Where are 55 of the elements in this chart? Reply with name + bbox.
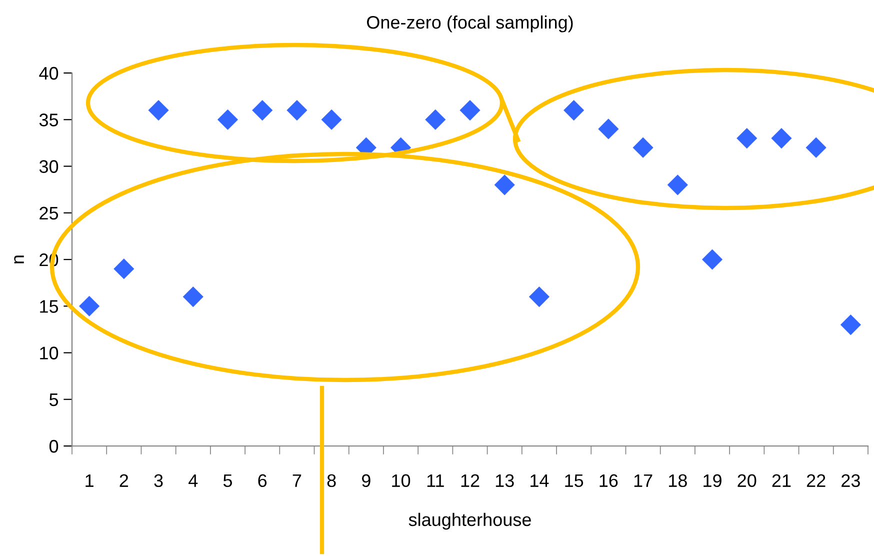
- y-tick-label: 25: [40, 206, 58, 220]
- y-tick-label: 35: [39, 114, 58, 126]
- x-tick-label: 8: [327, 474, 336, 488]
- x-tick-label: 13: [496, 474, 514, 488]
- y-tick-label: 5: [49, 393, 58, 406]
- x-tick-label: 12: [461, 474, 480, 487]
- x-tick-label: 6: [258, 474, 267, 488]
- x-tick-label: 15: [565, 474, 584, 488]
- point: [632, 137, 654, 158]
- x-tick-label: 19: [704, 474, 722, 488]
- point: [460, 100, 480, 121]
- point: [840, 314, 861, 336]
- x-tick-label: 18: [668, 474, 687, 488]
- y-tick-label: 0: [49, 440, 58, 453]
- x-tick-label: 7: [292, 474, 302, 487]
- point: [114, 258, 134, 280]
- x-tick-label: 23: [842, 474, 860, 488]
- x-tick-label: 10: [392, 474, 410, 488]
- x-tick-label: 14: [530, 474, 549, 487]
- x-tick-label: 17: [634, 474, 652, 487]
- y-axis-title: n: [14, 256, 24, 264]
- point: [528, 286, 550, 308]
- y-tick-label: 15: [40, 300, 58, 313]
- chart-title: One-zero (focal sampling): [367, 15, 573, 32]
- point: [286, 100, 308, 121]
- y-tick-label: 30: [39, 160, 58, 173]
- point: [79, 296, 100, 316]
- y-tick-label: 40: [39, 66, 58, 80]
- point: [771, 128, 792, 149]
- x-tick-label: 22: [806, 474, 826, 487]
- point: [252, 100, 273, 121]
- x-tick-label: 1: [86, 474, 94, 487]
- x-axis-title: slaughterhouse: [408, 512, 531, 530]
- point: [806, 137, 826, 158]
- x-tick-label: 5: [223, 474, 232, 488]
- x-tick-label: 2: [120, 474, 128, 487]
- y-tick-label: 10: [40, 346, 58, 360]
- x-tick-label: 11: [427, 474, 444, 487]
- point: [667, 174, 688, 196]
- x-tick-label: 3: [154, 474, 163, 488]
- point: [736, 128, 758, 149]
- x-tick-label: 9: [362, 474, 370, 488]
- point: [217, 109, 238, 130]
- point: [564, 100, 584, 121]
- x-tick-label: 21: [772, 474, 791, 487]
- x-tick-label: 20: [738, 474, 756, 488]
- point: [598, 118, 619, 140]
- x-tick-label: 16: [600, 474, 618, 488]
- point: [702, 249, 723, 270]
- x-tick-label: 4: [188, 474, 198, 487]
- point: [148, 100, 169, 121]
- point: [494, 174, 515, 196]
- point: [425, 109, 446, 130]
- point: [321, 109, 342, 130]
- point: [182, 286, 204, 308]
